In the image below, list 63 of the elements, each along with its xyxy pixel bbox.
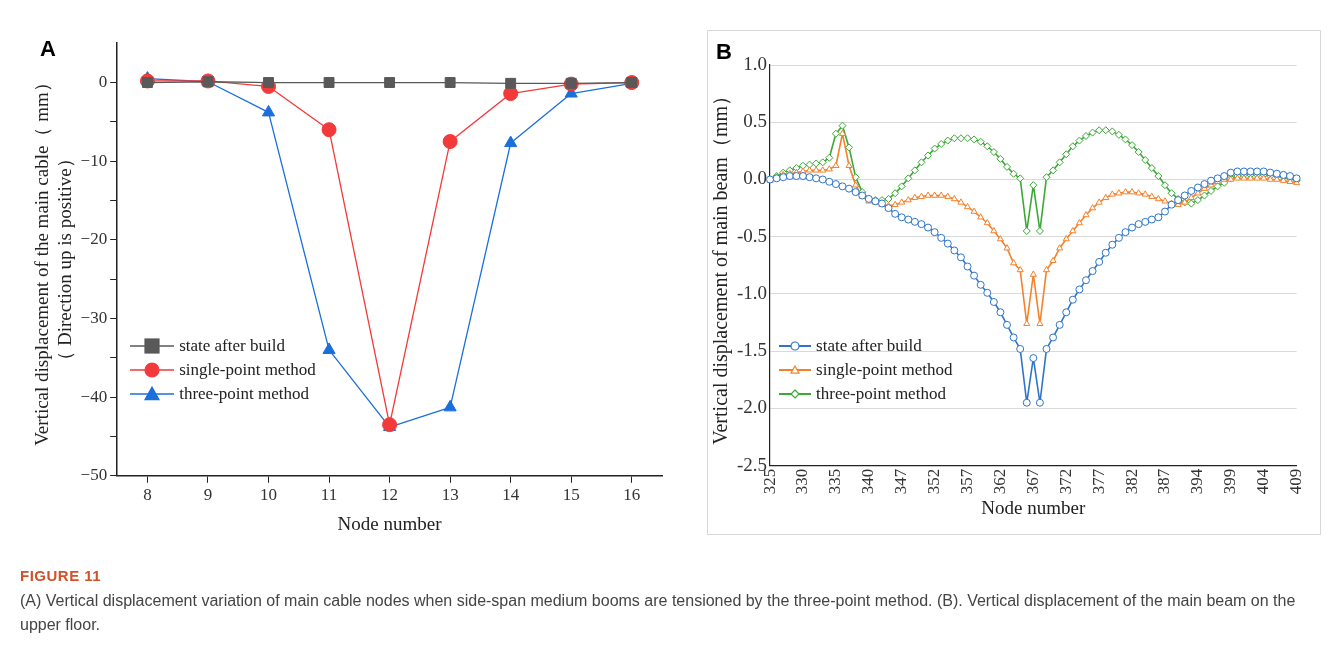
x-tick-label: 14 [502, 485, 520, 505]
text: A [40, 36, 56, 62]
y-axis-title: Vertical displacement of main beam（mm） [709, 85, 733, 445]
x-tick-label: 16 [623, 485, 641, 505]
y-tick-label: 0.5 [743, 110, 768, 132]
caption: FIGURE 11 [20, 567, 102, 584]
point [444, 77, 456, 88]
legend-label: three-point method [816, 383, 946, 404]
y-tick-label: 0.0 [743, 167, 768, 189]
x-tick-label: 330 [792, 468, 812, 495]
x-tick-label: 10 [260, 485, 278, 505]
y-tick-label: −40 [80, 386, 108, 406]
x-tick-label: 409 [1286, 468, 1306, 495]
text: (A) Vertical displacement variation of main cable nodes when side-span medium booms are tensioned by the three-point method. (B). Vertical displacement of the main beam on the upper floor. [20, 591, 1297, 635]
x-axis-title: Node number [981, 496, 1086, 518]
x-tick-label: 15 [562, 485, 580, 505]
point [261, 104, 276, 117]
point [322, 342, 336, 354]
x-tick-label: 357 [956, 468, 976, 495]
legend-label: three-point method [179, 383, 309, 404]
y-tick-label: -0.5 [737, 224, 768, 246]
point [263, 77, 274, 88]
y-axis-title: Vertical displacement of the main cable（ mm）（ Direction up is positive） [31, 73, 76, 446]
x-tick-label: 377 [1088, 468, 1108, 495]
x-tick-label: 399 [1220, 468, 1240, 495]
legend-label: state after build [816, 335, 922, 356]
x-tick-label: 352 [924, 468, 944, 495]
x-tick-label: 404 [1253, 468, 1273, 495]
legend-label: state after build [179, 335, 285, 356]
legend-label: single-point method [816, 359, 953, 380]
point [321, 122, 337, 138]
x-tick-label: 372 [1055, 468, 1075, 495]
x-tick-label: 387 [1154, 468, 1174, 495]
point [442, 134, 458, 150]
y-tick-label: −10 [80, 150, 108, 170]
x-tick-label: 13 [441, 485, 459, 505]
x-tick-label: 8 [143, 485, 152, 505]
x-tick-label: 11 [320, 485, 338, 505]
y-tick-label: -1.5 [737, 339, 768, 361]
text: B [716, 39, 732, 65]
x-tick-label: 340 [858, 468, 878, 495]
x-axis-title: Node number [337, 512, 443, 534]
y-tick-label: −20 [80, 229, 108, 249]
y-tick-label: 1.0 [743, 52, 768, 74]
y-tick-label: -1.0 [737, 281, 768, 303]
point [504, 135, 518, 148]
x-tick-label: 367 [1022, 468, 1042, 495]
x-tick-label: 382 [1121, 468, 1141, 495]
x-tick-label: 335 [825, 468, 845, 495]
point [443, 399, 457, 412]
x-tick-label: 347 [891, 468, 911, 495]
legend-label: single-point method [179, 359, 316, 380]
x-tick-label: 394 [1187, 468, 1207, 495]
x-tick-label: 362 [989, 468, 1009, 495]
x-tick-label: 9 [203, 485, 213, 505]
y-tick-label: -2.0 [737, 396, 768, 418]
y-tick-label: −30 [80, 307, 108, 327]
point [323, 77, 335, 88]
y-tick-label: −50 [80, 465, 108, 485]
x-tick-label: 12 [381, 485, 399, 505]
y-tick-label: 0 [98, 72, 108, 91]
point [384, 77, 396, 88]
point [505, 77, 517, 89]
